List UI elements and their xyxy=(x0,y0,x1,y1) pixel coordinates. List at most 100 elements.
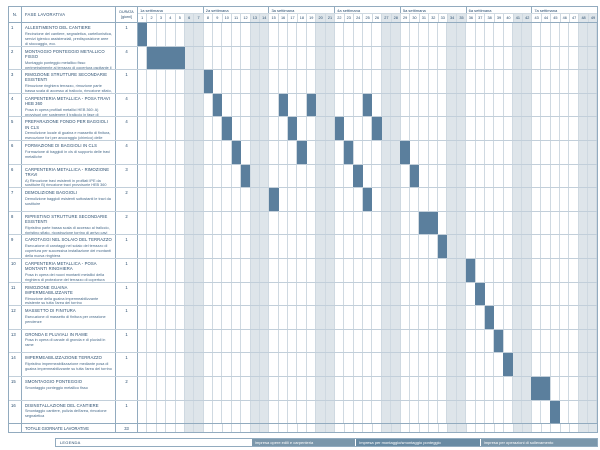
day-cell xyxy=(176,140,185,164)
day-cell xyxy=(560,258,570,282)
day-cell xyxy=(504,400,513,424)
day-cell xyxy=(166,376,176,400)
day-cell xyxy=(147,400,157,424)
task-row: 15 SMONTAGGIO PONTEGGIO Smontaggio pontegg… xyxy=(9,376,598,401)
day-cell xyxy=(588,140,598,164)
task-description: Ripristino impermeabilizzazione mediante… xyxy=(25,362,112,371)
day-number: 9 xyxy=(213,14,223,22)
day-cell xyxy=(307,235,317,258)
day-cell xyxy=(250,258,260,282)
day-cell xyxy=(288,140,298,164)
day-cell xyxy=(401,424,411,432)
day-cell xyxy=(551,164,560,188)
day-cell xyxy=(288,258,298,282)
day-cell xyxy=(232,164,242,188)
day-cell xyxy=(147,23,157,46)
day-cell xyxy=(569,188,579,211)
day-number: 17 xyxy=(288,14,298,22)
day-cell xyxy=(494,282,504,306)
day-cell xyxy=(391,376,401,400)
day-cell xyxy=(447,329,457,353)
day-cell xyxy=(532,258,542,282)
day-number: 48 xyxy=(579,14,589,22)
day-cell xyxy=(307,23,317,46)
day-cell xyxy=(269,164,279,188)
day-cell xyxy=(494,211,504,235)
day-cell xyxy=(307,258,317,282)
day-cell xyxy=(316,329,326,353)
day-cell xyxy=(288,424,298,432)
day-cell xyxy=(532,117,542,140)
day-cell xyxy=(569,235,579,258)
day-cell xyxy=(157,424,167,432)
header-timeline: 1a settimana 2a settimana 3a settimana 4a s… xyxy=(138,7,598,22)
task-number: 9 xyxy=(9,235,22,258)
day-cell xyxy=(363,211,373,235)
day-cell xyxy=(372,376,382,400)
day-cell xyxy=(269,46,279,70)
day-cell xyxy=(560,306,570,329)
day-cell xyxy=(541,93,551,117)
day-cell xyxy=(391,188,401,211)
day-cell xyxy=(391,93,401,117)
task-number: 14 xyxy=(9,353,22,376)
day-cell xyxy=(166,329,176,353)
gantt-bar xyxy=(138,23,148,46)
day-cell xyxy=(288,353,298,376)
task-number: 7 xyxy=(9,188,22,211)
day-cell xyxy=(259,258,270,282)
day-cell xyxy=(279,306,288,329)
day-cell xyxy=(138,211,148,235)
day-cell xyxy=(184,23,195,46)
day-number: 32 xyxy=(429,14,439,22)
day-cell xyxy=(513,140,523,164)
day-cell xyxy=(316,117,326,140)
day-cell xyxy=(279,376,288,400)
day-cell xyxy=(551,353,560,376)
day-cell xyxy=(204,93,213,117)
day-cell xyxy=(241,117,251,140)
day-cell xyxy=(429,70,438,93)
day-cell xyxy=(307,329,317,353)
day-cell xyxy=(157,93,167,117)
day-cell xyxy=(166,282,176,306)
day-cell xyxy=(410,235,420,258)
day-cell xyxy=(241,282,251,306)
day-cell xyxy=(532,23,542,46)
day-cell xyxy=(419,282,429,306)
day-cell xyxy=(456,117,467,140)
day-cell xyxy=(485,117,495,140)
day-cell xyxy=(204,46,213,70)
day-cell xyxy=(569,164,579,188)
day-cell xyxy=(372,235,382,258)
day-cell xyxy=(541,258,551,282)
day-cell xyxy=(269,235,279,258)
day-cell xyxy=(419,93,429,117)
day-cell xyxy=(456,282,467,306)
day-cell xyxy=(269,282,279,306)
day-cell xyxy=(381,353,392,376)
day-cell xyxy=(578,117,588,140)
day-cell xyxy=(485,353,495,376)
day-cell xyxy=(447,258,457,282)
task-timeline xyxy=(138,140,598,164)
day-cell xyxy=(485,258,495,282)
task-duration: 4 xyxy=(116,140,138,164)
day-cell xyxy=(250,306,260,329)
day-cell xyxy=(504,46,513,70)
day-cell xyxy=(419,164,429,188)
day-cell xyxy=(504,282,513,306)
day-cell xyxy=(522,258,532,282)
day-cell xyxy=(363,140,373,164)
day-cell xyxy=(391,70,401,93)
day-cell xyxy=(560,188,570,211)
day-cell xyxy=(532,211,542,235)
day-cell xyxy=(354,188,363,211)
day-cell xyxy=(232,400,242,424)
day-cell xyxy=(325,93,335,117)
day-cell xyxy=(381,211,392,235)
task-duration: 1 xyxy=(116,70,138,93)
day-cell xyxy=(513,164,523,188)
day-cell xyxy=(138,70,148,93)
gantt-bar xyxy=(222,117,232,140)
